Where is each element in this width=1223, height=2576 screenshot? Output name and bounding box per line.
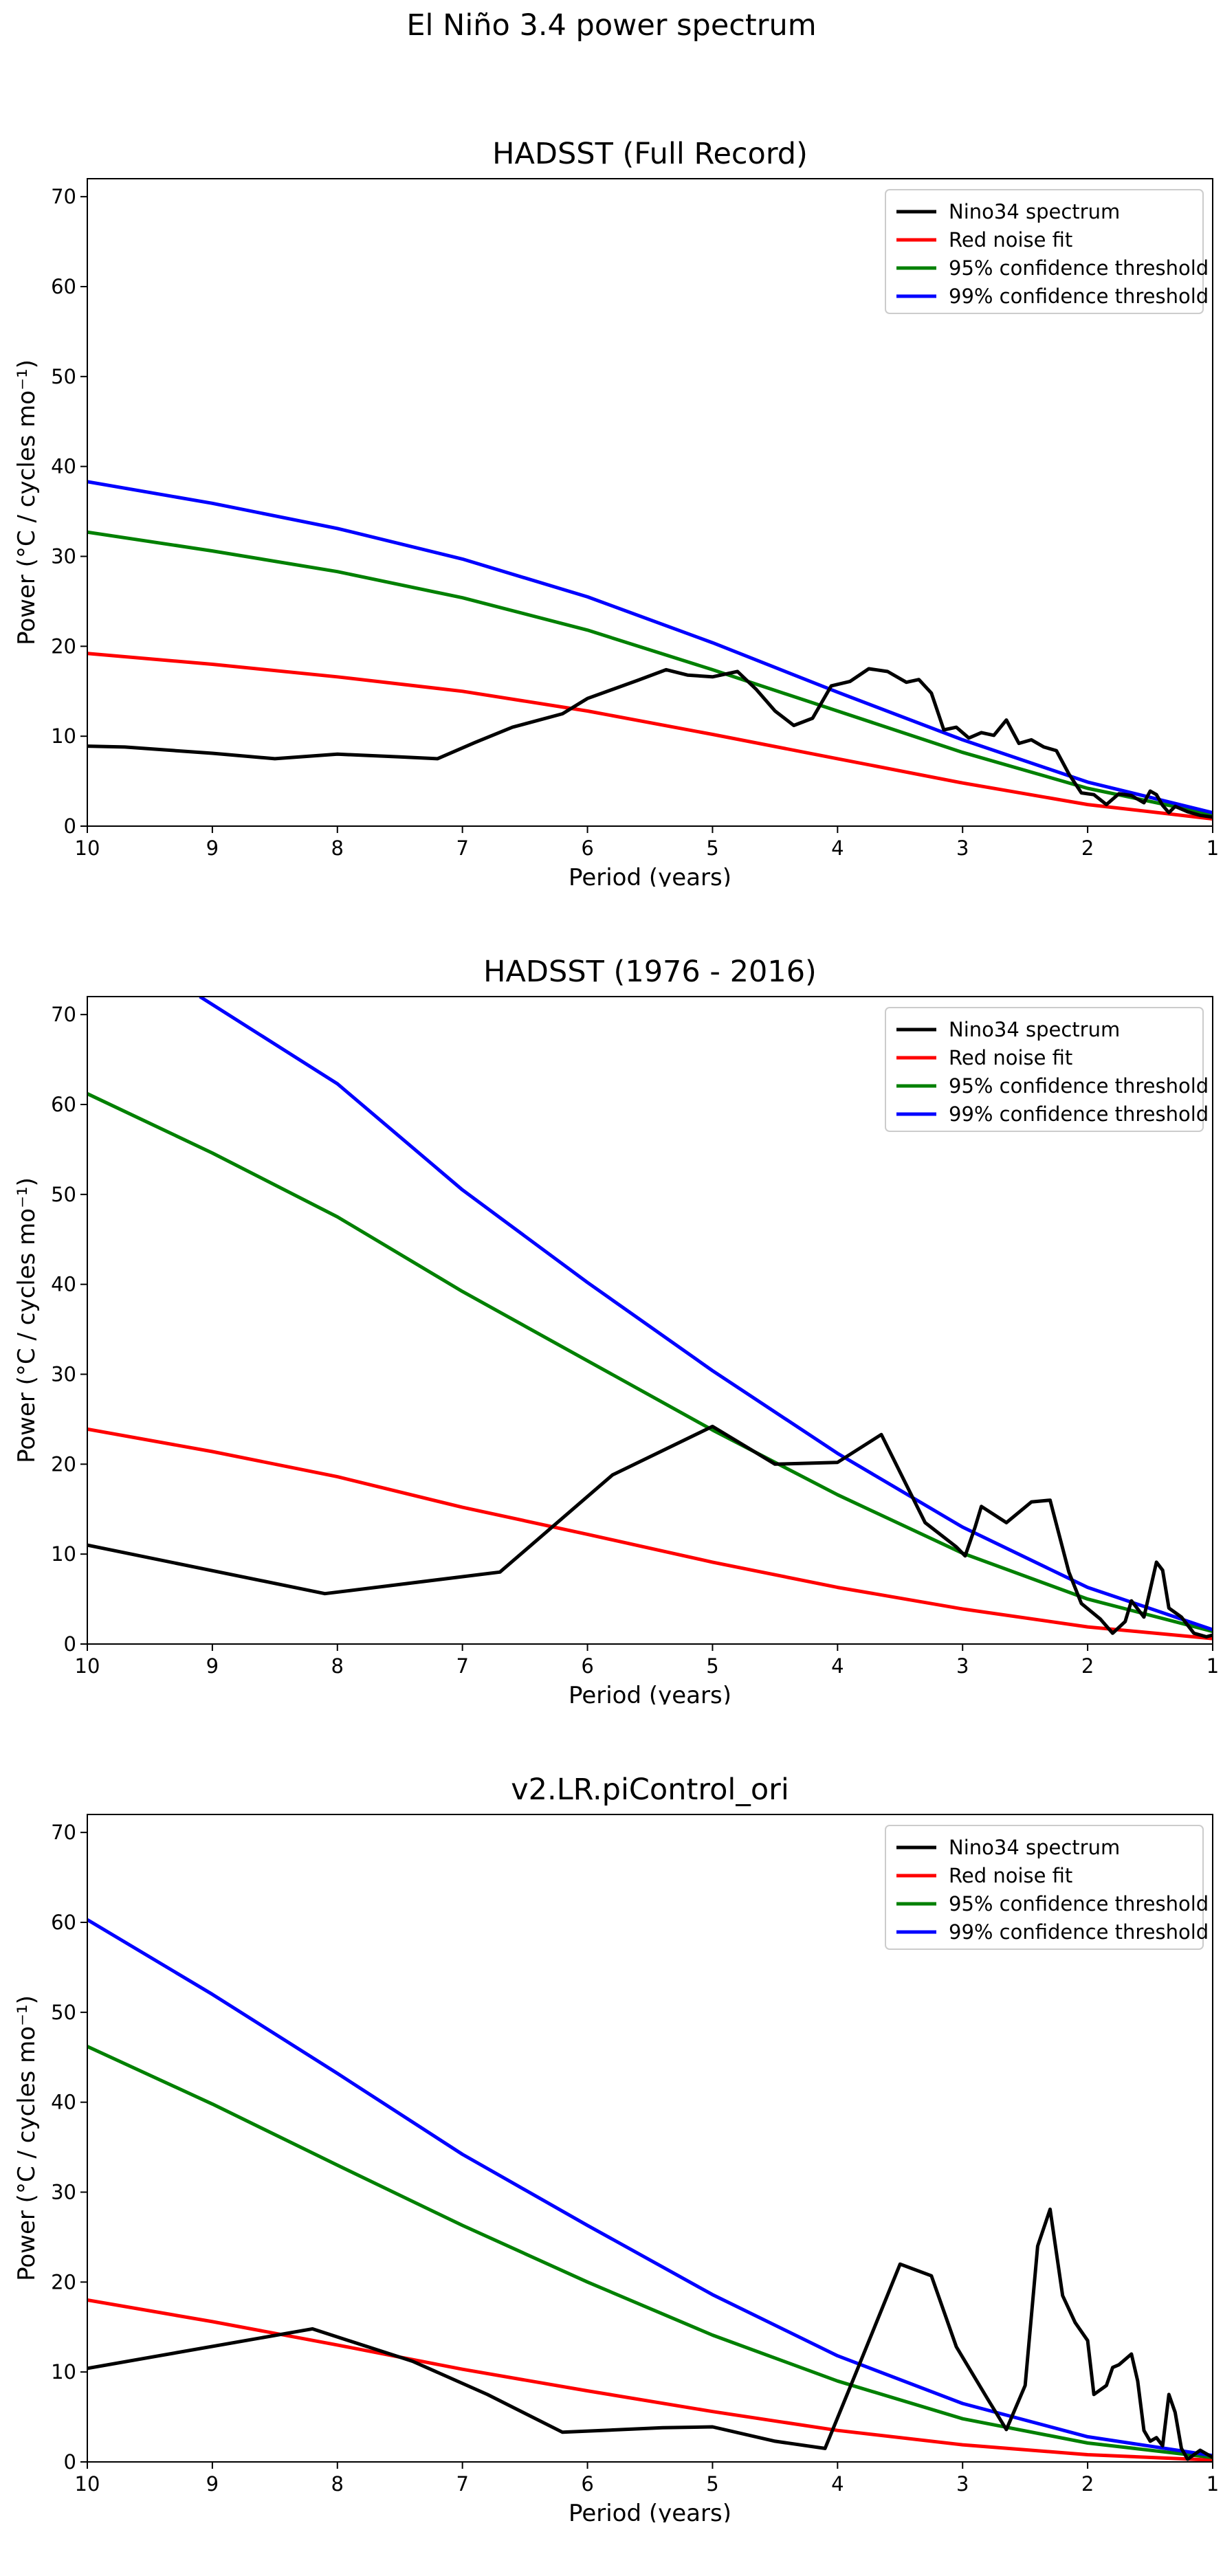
- legend-label: 99% confidence threshold: [949, 1920, 1209, 1944]
- chart-title: HADSST (Full Record): [492, 137, 808, 171]
- x-tick-label: 5: [706, 1654, 718, 1678]
- y-tick-label: 50: [51, 2001, 76, 2024]
- series-line-nino34-spectrum: [87, 667, 1213, 819]
- y-tick-label: 20: [51, 1452, 76, 1476]
- x-tick-label: 2: [1081, 2472, 1094, 2496]
- y-tick-label: 30: [51, 1363, 76, 1386]
- chart-panel-hadsst-1976-2016: HADSST (1976 - 2016)10 9 8 7 6 5 4 3 2 1010203040…: [13, 955, 1219, 1705]
- y-tick-label: 50: [51, 365, 76, 388]
- x-tick-label: 10: [75, 1654, 100, 1678]
- y-tick-label: 70: [51, 185, 76, 208]
- series-line-99-confidence-threshold: [87, 1918, 1213, 2458]
- y-tick-label: 40: [51, 2091, 76, 2114]
- x-tick-label: 7: [456, 836, 468, 860]
- y-tick-label: 40: [51, 1273, 76, 1296]
- x-tick-label: 3: [956, 1654, 969, 1678]
- y-tick-label: 40: [51, 455, 76, 478]
- chart-title: v2.LR.piControl_ori: [511, 1773, 789, 1807]
- x-tick-label: 1: [1207, 2472, 1219, 2496]
- series-line-nino34-spectrum: [87, 1424, 1213, 1639]
- plot-frame: [87, 178, 1213, 827]
- legend-label: Nino34 spectrum: [949, 200, 1120, 223]
- legend-box: [885, 1825, 1204, 1950]
- x-tick-label: 8: [331, 836, 344, 860]
- x-axis-label: Period (years): [569, 864, 731, 887]
- series-line-95-confidence-threshold: [87, 2045, 1213, 2459]
- y-tick-label: 10: [51, 724, 76, 748]
- series-line-red-noise-fit: [87, 1427, 1213, 1641]
- series-line-99-confidence-threshold: [87, 480, 1213, 814]
- y-tick-label: 20: [51, 2270, 76, 2294]
- legend-label: Red noise fit: [949, 1046, 1072, 1069]
- x-tick-label: 2: [1081, 1654, 1094, 1678]
- x-axis-label: Period (years): [569, 1682, 731, 1705]
- legend-label: 99% confidence threshold: [949, 285, 1209, 308]
- x-tick-label: 5: [706, 2472, 718, 2496]
- plot-frame: [87, 1814, 1213, 2463]
- legend-label: Nino34 spectrum: [949, 1018, 1120, 1041]
- x-tick-label: 4: [831, 2472, 844, 2496]
- series-line-red-noise-fit: [87, 2298, 1213, 2462]
- x-tick-label: 9: [206, 1654, 219, 1678]
- y-axis-label: Power (°C / cycles mo⁻¹): [13, 1995, 41, 2281]
- x-tick-label: 7: [456, 2472, 468, 2496]
- x-tick-label: 4: [831, 836, 844, 860]
- plot-frame: [87, 996, 1213, 1645]
- x-tick-label: 8: [331, 1654, 344, 1678]
- y-tick-label: 30: [51, 545, 76, 568]
- legend-label: 95% confidence threshold: [949, 1892, 1209, 1916]
- y-tick-label: 60: [51, 275, 76, 298]
- legend-label: 95% confidence threshold: [949, 1074, 1209, 1098]
- y-axis-label: Power (°C / cycles mo⁻¹): [13, 1177, 41, 1463]
- y-axis-label: Power (°C / cycles mo⁻¹): [13, 359, 41, 645]
- x-tick-label: 7: [456, 1654, 468, 1678]
- legend-box: [885, 1007, 1204, 1132]
- y-tick-label: 70: [51, 1821, 76, 1844]
- legend-label: Nino34 spectrum: [949, 1836, 1120, 1859]
- y-tick-label: 50: [51, 1183, 76, 1206]
- x-tick-label: 3: [956, 836, 969, 860]
- x-tick-label: 5: [706, 836, 718, 860]
- x-tick-label: 6: [581, 1654, 593, 1678]
- y-tick-label: 10: [51, 1542, 76, 1566]
- chart-panel-hadsst-full: HADSST (Full Record)10 9 8 7 6 5 4 3 2 1010203040…: [13, 137, 1219, 887]
- x-tick-label: 9: [206, 836, 219, 860]
- series-line-99-confidence-threshold: [199, 997, 1213, 1632]
- x-tick-label: 1: [1207, 836, 1219, 860]
- y-tick-label: 0: [64, 1632, 76, 1656]
- series-line-95-confidence-threshold: [87, 530, 1213, 817]
- legend-box: [885, 189, 1204, 314]
- x-tick-label: 10: [75, 836, 100, 860]
- legend-label: 95% confidence threshold: [949, 256, 1209, 280]
- y-tick-label: 10: [51, 2360, 76, 2384]
- x-tick-label: 4: [831, 1654, 844, 1678]
- legend-label: Red noise fit: [949, 1864, 1072, 1887]
- figure-title: El Niño 3.4 power spectrum: [406, 8, 817, 43]
- x-tick-label: 10: [75, 2472, 100, 2496]
- series-line-nino34-spectrum: [87, 2207, 1213, 2461]
- series-line-red-noise-fit: [87, 652, 1213, 821]
- x-tick-label: 6: [581, 2472, 593, 2496]
- y-tick-label: 0: [64, 2450, 76, 2474]
- x-tick-label: 2: [1081, 836, 1094, 860]
- x-tick-label: 1: [1207, 1654, 1219, 1678]
- x-axis-label: Period (years): [569, 2500, 731, 2522]
- legend-label: 99% confidence threshold: [949, 1102, 1209, 1126]
- y-tick-label: 60: [51, 1911, 76, 1934]
- y-tick-label: 30: [51, 2181, 76, 2204]
- chart-title: HADSST (1976 - 2016): [483, 955, 817, 989]
- x-tick-label: 6: [581, 836, 593, 860]
- legend-label: Red noise fit: [949, 228, 1072, 252]
- series-line-95-confidence-threshold: [87, 1092, 1213, 1634]
- x-tick-label: 9: [206, 2472, 219, 2496]
- y-tick-label: 20: [51, 634, 76, 658]
- x-tick-label: 8: [331, 2472, 344, 2496]
- y-tick-label: 60: [51, 1093, 76, 1116]
- x-tick-label: 3: [956, 2472, 969, 2496]
- y-tick-label: 0: [64, 814, 76, 838]
- y-tick-label: 70: [51, 1003, 76, 1026]
